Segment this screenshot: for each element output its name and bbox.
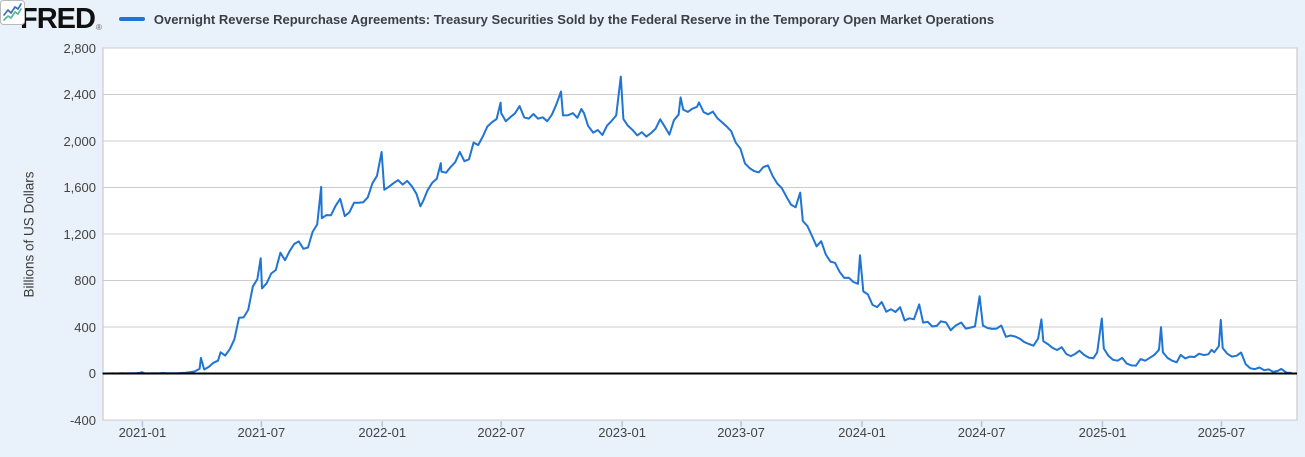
chart-header: FRED ® Overnight Reverse Repurchase Agre… — [0, 0, 1305, 38]
x-axis-tick-label: 2021-01 — [118, 425, 167, 440]
x-axis-tick-label: 2025-01 — [1078, 425, 1127, 440]
y-axis-tick-label: 400 — [74, 319, 96, 335]
y-axis-tick-label: 1,200 — [63, 226, 96, 242]
x-axis-tick-label: 2024-01 — [838, 425, 886, 440]
registered-trademark-mark: ® — [95, 22, 102, 32]
x-axis-tick-label: 2022-07 — [477, 425, 526, 440]
y-axis-tick-label: 2,400 — [63, 87, 96, 102]
y-axis-tick-label: 0 — [88, 366, 96, 381]
fred-logo-text: FRED — [20, 2, 96, 35]
x-axis-tick-label: 2023-01 — [598, 425, 646, 440]
chart-title[interactable]: Overnight Reverse Repurchase Agreements:… — [153, 11, 995, 27]
x-axis-tick-label: 2025-07 — [1197, 425, 1246, 440]
y-axis-tick-label: -400 — [69, 412, 96, 428]
y-axis-tick-label: 2,800 — [63, 40, 96, 56]
y-axis-tick-label: 1,600 — [63, 180, 96, 195]
y-axis-tick-label: 2,000 — [63, 133, 96, 149]
x-axis-tick-label: 2022-01 — [358, 425, 407, 440]
x-axis-tick-label: 2021-07 — [237, 425, 286, 440]
x-axis-tick-label: 2023-07 — [717, 425, 765, 440]
fred-logo[interactable]: FRED ® — [20, 2, 102, 35]
y-axis-tick-label: 800 — [74, 273, 96, 288]
series-legend-swatch[interactable] — [118, 17, 145, 21]
x-axis-tick-label: 2024-07 — [957, 425, 1006, 440]
series-line — [102, 75, 1293, 375]
